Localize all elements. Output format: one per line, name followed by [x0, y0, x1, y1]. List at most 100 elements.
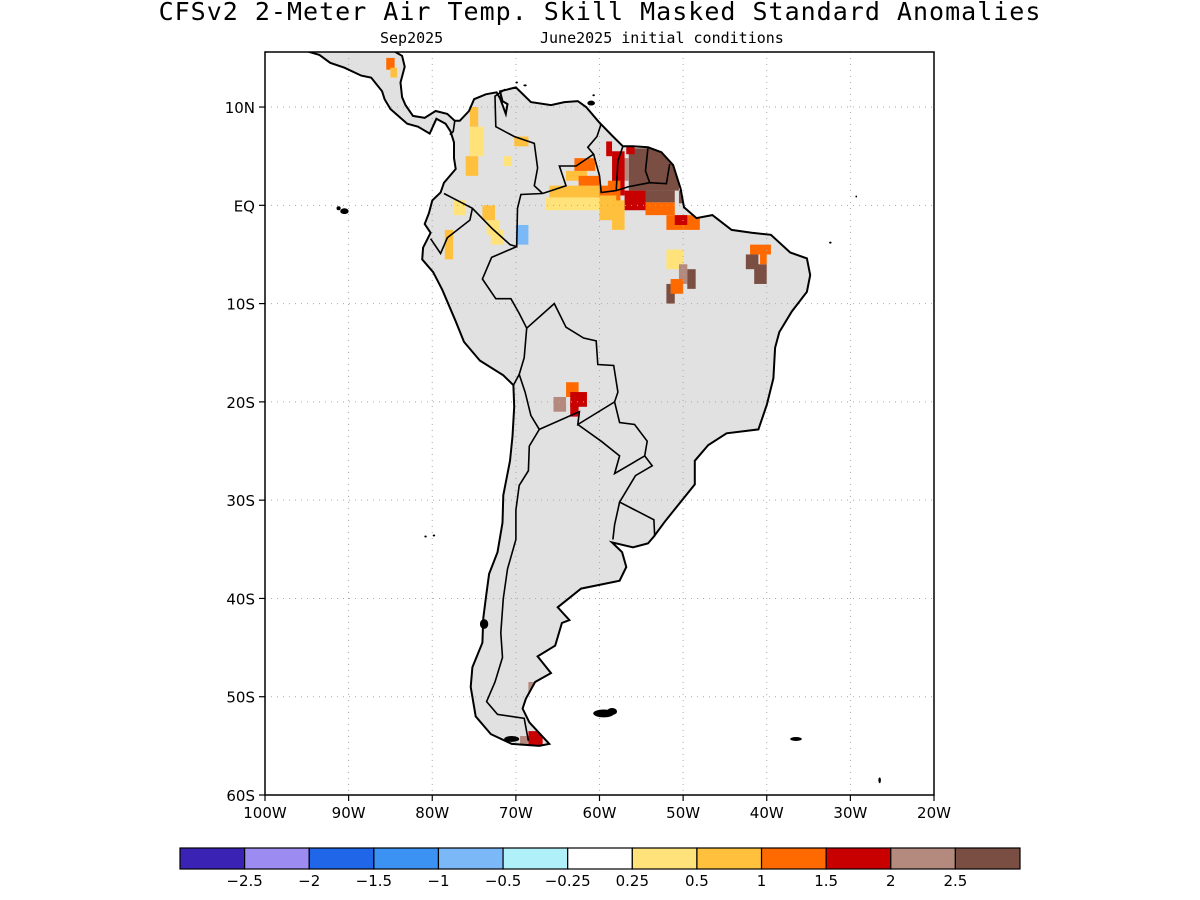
colorbar-swatch	[437, 847, 504, 870]
colorbar-label: 1	[757, 872, 767, 890]
anomaly-patch-18	[574, 158, 596, 171]
island-4	[587, 100, 595, 106]
anomaly-patch-34	[687, 269, 696, 289]
colorbar-label: −1	[427, 872, 449, 890]
anomaly-patch-30	[503, 156, 512, 167]
anomaly-patch-29	[514, 136, 529, 147]
colorbar-swatch	[373, 847, 440, 870]
anomaly-patch-46	[528, 731, 543, 746]
colorbar-swatch	[954, 847, 1021, 870]
y-tick-label: 40S	[226, 590, 255, 608]
anomaly-patch-14	[549, 185, 600, 201]
anomaly-patch-39	[754, 264, 767, 284]
anomaly-patch-21	[469, 126, 485, 157]
island-11	[878, 777, 881, 784]
island-13	[855, 195, 858, 198]
border-13	[644, 147, 651, 183]
anomaly-patch-40	[760, 254, 767, 265]
y-tick-label: EQ	[234, 197, 255, 215]
valid-month-label: Sep2025	[380, 29, 444, 47]
border-0	[449, 120, 456, 136]
anomaly-patch-5	[624, 190, 646, 211]
anomaly-patch-36	[670, 279, 684, 294]
colorbar-label: −0.25	[545, 872, 591, 890]
y-tick-label: 60S	[226, 787, 255, 805]
island-6	[515, 81, 518, 84]
coastline	[265, 52, 812, 747]
colorbar-label: −1.5	[356, 872, 392, 890]
anomaly-patch-28	[490, 229, 504, 245]
anomaly-patch-43	[553, 396, 567, 412]
colorbar-swatch	[631, 847, 698, 870]
border-2	[443, 192, 543, 248]
anomaly-patch-48	[386, 57, 395, 70]
anomaly-patch-17	[566, 170, 587, 181]
anomaly-patch-16	[599, 195, 617, 221]
y-tick-label: 50S	[226, 689, 255, 707]
border-12	[615, 146, 624, 191]
border-4	[481, 245, 528, 386]
anomaly-patch-19	[578, 175, 600, 186]
island-8	[790, 737, 802, 741]
x-tick-label: 70W	[499, 804, 533, 822]
islands	[336, 81, 881, 784]
colorbar-swatch	[760, 847, 827, 870]
y-tick-label: 30S	[226, 492, 255, 510]
chart-title: CFSv2 2-Meter Air Temp. Skill Masked Sta…	[158, 0, 1042, 26]
colorbar-label: −2	[298, 872, 320, 890]
island-14	[504, 736, 520, 742]
border-3	[429, 208, 474, 256]
anomaly-patch-25	[444, 229, 454, 260]
colorbar-swatch	[567, 847, 633, 870]
border-11	[592, 153, 671, 194]
island-3	[607, 708, 618, 715]
colorbar	[179, 847, 1021, 870]
colorbar-label: −0.5	[485, 872, 521, 890]
colorbar-label: 2.5	[943, 872, 967, 890]
x-tick-label: 30W	[833, 804, 867, 822]
anomaly-patch-47	[520, 736, 529, 744]
island-5	[592, 94, 595, 97]
border-5	[485, 374, 541, 742]
border-6	[526, 302, 619, 431]
anomaly-patch-27	[482, 205, 495, 221]
colorbar-label: 0.25	[616, 872, 649, 890]
x-tick-label: 100W	[243, 804, 287, 822]
colorbar-swatch	[308, 847, 375, 870]
island-9	[432, 534, 436, 537]
border-9	[612, 501, 621, 540]
colorbar-swatch	[244, 847, 310, 870]
x-tick-label: 90W	[332, 804, 366, 822]
anomaly-patch-8	[645, 202, 675, 216]
longitude-axis: 100W 90W 80W 70W 60W 50W 40W 30W 20W	[243, 795, 951, 822]
anomaly-patch-37	[750, 244, 771, 255]
y-tick-label: 10N	[225, 99, 255, 117]
colorbar-label: 1.5	[814, 872, 838, 890]
initial-conditions-label: June2025 initial conditions	[540, 29, 784, 47]
anomaly-patch-49	[390, 67, 398, 78]
anomaly-patch-23	[469, 107, 479, 127]
anomaly-patch-31	[515, 224, 529, 245]
colorbar-label: 0.5	[685, 872, 709, 890]
border-10	[542, 123, 602, 195]
y-tick-label: 10S	[226, 296, 255, 314]
island-1	[336, 206, 341, 211]
anomaly-patch-13	[674, 215, 688, 225]
anomaly-patch-20	[612, 200, 625, 230]
anomaly-patch-22	[465, 156, 479, 176]
colorbar-labels: −2.5 −2 −1.5 −1 −0.5 −0.25 0.25 0.5 1 1.5 2 2.5	[226, 872, 967, 890]
island-15	[479, 619, 489, 629]
border-1	[494, 88, 544, 195]
colorbar-label: 2	[886, 872, 896, 890]
x-tick-label: 80W	[415, 804, 449, 822]
country-borders	[429, 88, 671, 742]
anomaly-patch-24	[453, 200, 466, 216]
island-12	[829, 241, 832, 244]
x-tick-label: 20W	[917, 804, 951, 822]
anomaly-patch-3	[645, 190, 675, 203]
colorbar-swatch	[696, 847, 763, 870]
colorbar-label: −2.5	[226, 872, 262, 890]
colorbar-swatch	[825, 847, 892, 870]
y-tick-label: 20S	[226, 394, 255, 412]
